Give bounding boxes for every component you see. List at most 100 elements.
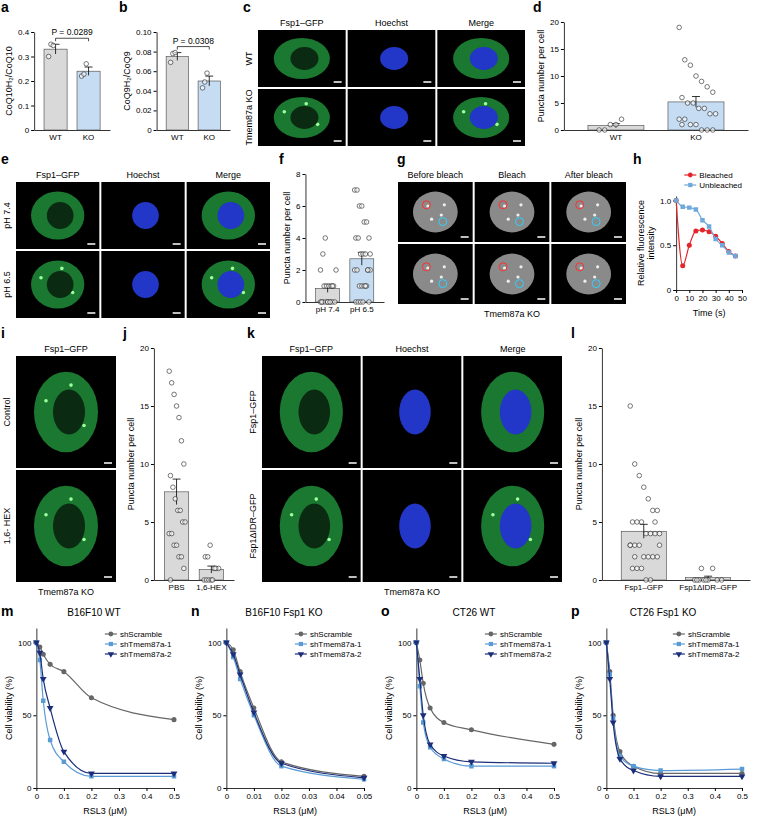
scale-bar [550,462,558,464]
image-background [101,251,184,318]
legend-entry: shTmem87a-1 [295,640,362,649]
legend-entry: shTmem87a-2 [485,650,552,659]
tick: 20 [550,18,564,27]
tick-label: 1.0 [660,197,672,206]
image-cell [348,89,436,146]
data-point [630,520,635,525]
data-point [468,760,475,766]
scale-bar [258,243,266,245]
tick-label: 0.4 [521,792,533,801]
data-point [708,112,713,117]
series-line [676,200,735,256]
roi-marker [499,263,507,271]
tick-mark [302,238,305,239]
data-point [323,236,328,241]
image-background [363,470,462,582]
scale-bar [537,298,545,300]
image-cell [551,182,626,242]
scale-bar [461,236,469,238]
image-background [16,470,116,582]
tick-label: KO [83,133,95,142]
tick-mark [416,788,417,791]
y-axis: 050100 [588,629,607,794]
punctum [426,266,429,269]
image-label: Tmem87a KO [484,309,540,319]
legend-entry: shScramble [295,630,353,639]
panel: j05101520PBS1,6-HEXPuncta number per cel… [122,325,235,592]
error-line [209,76,210,86]
panel: eFsp1–GFPHoechstMergepH 7.4pH 6.5 [1,151,270,318]
data-point [608,122,613,127]
column-header: Fsp1–GFP [36,170,80,180]
text-line: Cell viability (%) [4,676,14,740]
data-point [699,128,704,133]
image-background [348,89,436,146]
tick-label: 50 [402,711,411,720]
tick: 5 [554,99,563,108]
tick: 0.04 [136,87,157,96]
plot: 05010000.010.020.030.040.05 [208,629,373,801]
axis-line [37,788,175,789]
data-point [655,508,660,513]
image-cell [398,182,473,242]
data-point [361,300,366,305]
data-point [639,566,644,571]
series-line [606,643,742,771]
legend: shScrambleshTmem87a-1shTmem87a-2 [105,630,172,659]
tick: 0.2 [18,77,34,86]
roi-marker [592,280,600,288]
data-point [60,750,67,756]
data-point [356,236,361,241]
tick: 4 [296,234,305,243]
annotation: P = 0.0289 [51,27,92,37]
legend-label: shTmem87a-1 [310,640,362,649]
axis-title: CoQ9H₂/CoQ9 [122,51,132,111]
data-point [167,369,172,374]
data-point [674,198,679,203]
panel-letter: b [119,0,128,15]
data-point [682,117,687,122]
legend-marker [688,183,692,187]
data-point [733,253,738,258]
image-cell [475,244,550,304]
data-point [171,771,178,777]
tick-mark [154,91,157,92]
plot: 05101520PBS1,6-HEX [140,344,235,592]
punctum [440,275,443,278]
data-point [171,717,176,722]
legend-label: shTmem87a-2 [500,650,552,659]
punctum [283,110,287,114]
error-cap [173,479,181,480]
cell-shape [34,372,98,453]
data-point [700,227,705,232]
tick-mark [599,406,602,407]
data-point [174,404,179,409]
tick: 50 [212,711,226,720]
data-point [628,543,633,548]
data-point [48,738,52,742]
image-background [262,356,361,468]
legend-entry: shTmem87a-2 [673,650,740,659]
image-cell [348,30,436,87]
data-point [41,698,45,702]
data-point [334,268,339,273]
roi-marker [515,218,523,226]
tick-mark [716,290,717,293]
scale-bar [449,462,457,464]
cell-shape [490,192,535,233]
row-label: pH 6.5 [2,271,12,298]
scale-bar [614,298,622,300]
data-point [619,117,624,122]
tick-label: 10 [588,460,597,469]
data-point [33,641,40,647]
tick: 10 [140,460,154,469]
series-line [416,643,554,745]
data-point [183,520,188,525]
nucleus [380,106,408,129]
tick-label: 15 [588,402,597,411]
tick: 0 [225,788,230,801]
column-header: Fsp1–GFP [280,18,324,28]
scale-bar [349,576,357,578]
axis-title: Cell viability (%) [574,676,584,740]
image-cell [463,356,562,468]
